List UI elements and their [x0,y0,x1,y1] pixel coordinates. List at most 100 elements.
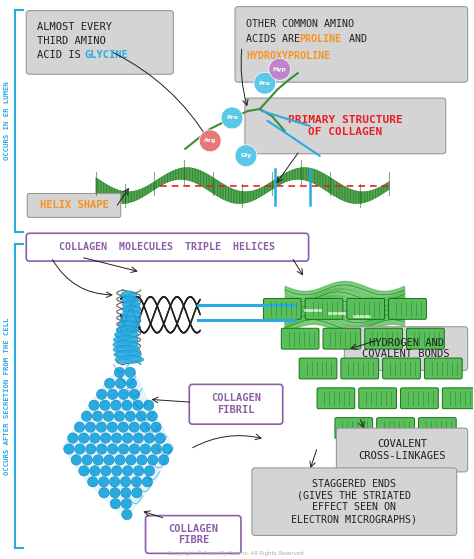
Circle shape [86,444,96,454]
Text: COLLAGEN  MOLECULES  TRIPLE  HELICES: COLLAGEN MOLECULES TRIPLE HELICES [59,242,275,252]
Circle shape [121,487,131,498]
Ellipse shape [122,301,140,309]
Circle shape [89,400,99,410]
Circle shape [221,107,243,129]
Circle shape [114,411,125,421]
Ellipse shape [122,306,141,314]
Text: THIRD AMINO: THIRD AMINO [37,36,106,46]
FancyBboxPatch shape [359,388,397,409]
Text: COLLAGEN
FIBRE: COLLAGEN FIBRE [168,524,218,545]
FancyBboxPatch shape [26,233,309,261]
FancyBboxPatch shape [245,98,446,154]
Circle shape [111,466,122,476]
Circle shape [155,433,165,443]
Text: OCCURS AFTER SECRETION FROM THE CELL: OCCURS AFTER SECRETION FROM THE CELL [4,318,10,475]
FancyBboxPatch shape [442,388,474,409]
Ellipse shape [118,321,140,329]
Text: ACID IS: ACID IS [37,50,87,60]
Ellipse shape [121,311,141,319]
Circle shape [122,509,132,520]
Circle shape [131,477,142,487]
FancyBboxPatch shape [337,428,468,472]
FancyBboxPatch shape [252,468,457,536]
Text: Gly: Gly [240,153,252,158]
Circle shape [111,400,121,410]
Circle shape [90,433,100,443]
FancyBboxPatch shape [389,299,427,319]
Circle shape [104,455,114,465]
FancyBboxPatch shape [305,299,343,319]
Circle shape [199,130,221,151]
Circle shape [134,466,144,476]
Circle shape [235,145,257,167]
Circle shape [82,411,92,421]
Circle shape [140,422,150,432]
FancyBboxPatch shape [299,358,337,379]
FancyBboxPatch shape [424,358,462,379]
Circle shape [100,466,111,476]
FancyBboxPatch shape [335,418,373,439]
Circle shape [97,444,107,454]
Circle shape [103,411,114,421]
Circle shape [147,455,158,465]
Circle shape [115,378,126,389]
Circle shape [145,466,155,476]
Circle shape [133,400,143,410]
Ellipse shape [113,340,139,349]
Circle shape [79,466,89,476]
FancyBboxPatch shape [419,418,456,439]
Circle shape [92,411,103,421]
FancyBboxPatch shape [317,388,355,409]
Text: Arg: Arg [204,138,216,143]
Circle shape [111,433,122,443]
Circle shape [144,400,154,410]
Circle shape [151,422,161,432]
Circle shape [85,422,96,432]
Text: COVALENT
CROSS-LINKAGES: COVALENT CROSS-LINKAGES [358,439,446,461]
Circle shape [93,455,103,465]
Circle shape [122,433,133,443]
FancyBboxPatch shape [401,388,438,409]
Circle shape [99,477,109,487]
Circle shape [129,389,140,400]
Circle shape [129,422,139,432]
Text: STAGGERED ENDS
(GIVES THE STRIATED
EFFECT SEEN ON
ELECTRON MICROGRAPHS): STAGGERED ENDS (GIVES THE STRIATED EFFEC… [292,479,417,524]
Ellipse shape [116,326,139,334]
Text: OTHER COMMON AMINO: OTHER COMMON AMINO [246,18,354,29]
Circle shape [64,444,74,454]
Circle shape [137,455,147,465]
Circle shape [82,455,92,465]
Circle shape [110,487,120,498]
Ellipse shape [113,335,138,344]
Circle shape [269,58,291,80]
Text: Pro: Pro [259,80,271,86]
Text: GLYCINE: GLYCINE [84,50,128,60]
Circle shape [122,466,133,476]
Circle shape [97,389,107,400]
Circle shape [125,367,136,378]
Circle shape [254,72,276,94]
Ellipse shape [114,331,138,339]
Circle shape [104,378,115,389]
Circle shape [79,433,89,443]
FancyBboxPatch shape [347,299,384,319]
Text: HELIX SHAPE: HELIX SHAPE [40,201,109,210]
Circle shape [120,477,131,487]
FancyBboxPatch shape [235,7,468,82]
Text: ALMOST EVERY: ALMOST EVERY [37,22,112,32]
Text: Hyp: Hyp [273,67,287,72]
Circle shape [140,444,151,454]
Text: HYDROXYPROLINE: HYDROXYPROLINE [246,51,330,61]
Circle shape [118,422,128,432]
FancyBboxPatch shape [264,299,301,319]
FancyBboxPatch shape [365,328,402,349]
Circle shape [132,487,142,498]
Circle shape [90,466,100,476]
FancyBboxPatch shape [407,328,444,349]
Circle shape [126,378,137,389]
Circle shape [118,444,129,454]
Text: AND: AND [343,35,367,44]
FancyBboxPatch shape [341,358,379,379]
Ellipse shape [122,296,138,304]
Text: Pro: Pro [226,116,238,120]
